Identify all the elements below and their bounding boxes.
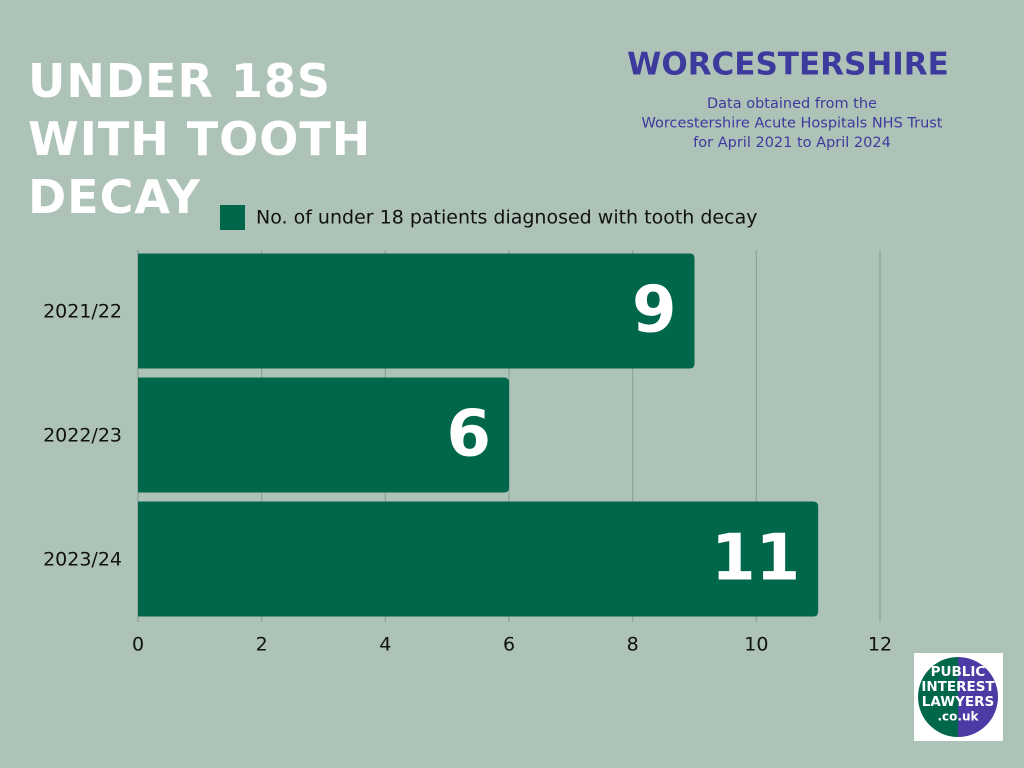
- value-label: 6: [446, 398, 491, 472]
- x-tick-label: 8: [627, 634, 639, 656]
- logo-right: [958, 657, 998, 737]
- logo-left: [918, 657, 958, 737]
- note-line: for April 2021 to April 2024: [693, 135, 891, 151]
- x-tick-label: 4: [379, 634, 391, 656]
- value-label: 11: [711, 522, 800, 596]
- chart-subtitle: WORCESTERSHIRE: [627, 47, 949, 83]
- bar: [138, 377, 509, 493]
- logo-text: PUBLIC: [931, 664, 986, 680]
- x-tick-label: 10: [744, 634, 768, 656]
- x-tick-label: 12: [868, 634, 892, 656]
- x-tick-label: 2: [256, 634, 268, 656]
- logo-text: .co.uk: [938, 710, 980, 724]
- bar: [138, 501, 819, 617]
- legend-label: No. of under 18 patients diagnosed with …: [256, 207, 757, 229]
- x-tick-label: 6: [503, 634, 515, 656]
- x-tick-label: 0: [132, 634, 144, 656]
- y-tick-label: 2023/24: [43, 549, 122, 571]
- value-label: 9: [632, 274, 677, 348]
- y-tick-label: 2021/22: [43, 301, 122, 323]
- bar: [138, 253, 695, 369]
- chart-title: UNDER 18S WITH TOOTH DECAY: [28, 54, 372, 224]
- logo-text: LAWYERS: [922, 694, 994, 710]
- logo-text: INTEREST: [921, 679, 995, 695]
- note-line: Data obtained from the: [707, 96, 877, 112]
- note-line: Worcestershire Acute Hospitals NHS Trust: [641, 116, 942, 132]
- y-tick-label: 2022/23: [43, 425, 122, 447]
- legend-swatch: [220, 205, 245, 230]
